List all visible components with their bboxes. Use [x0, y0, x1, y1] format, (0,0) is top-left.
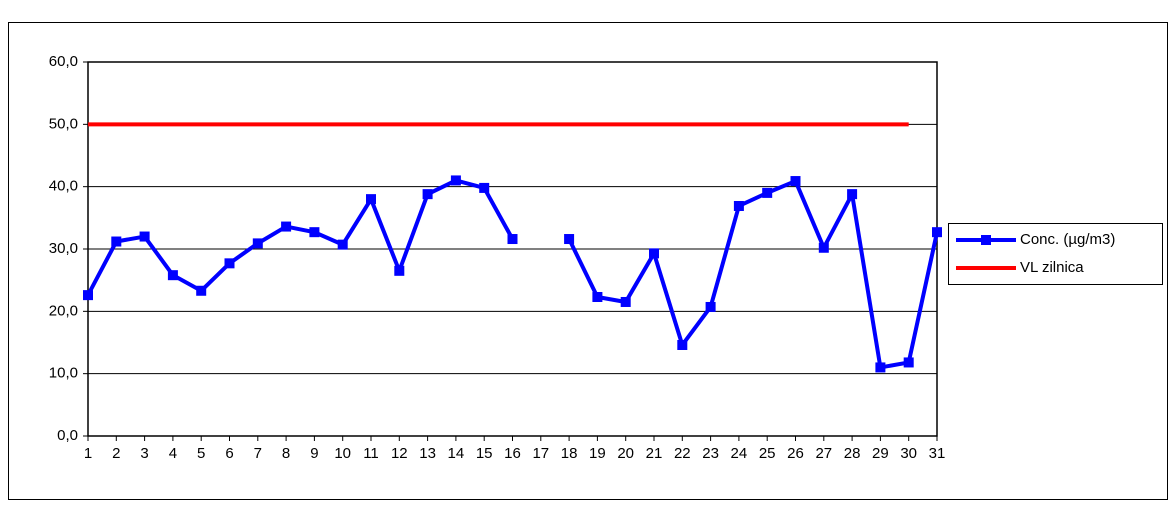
x-tick-label: 18: [561, 445, 578, 462]
series-line: [86, 178, 939, 370]
x-tick-label: 7: [254, 445, 262, 462]
marker: [281, 221, 292, 232]
x-tick-label: 10: [334, 445, 351, 462]
marker: [252, 238, 263, 249]
x-tick-label: 6: [225, 445, 233, 462]
y-tick-label: 0,0: [57, 427, 78, 444]
marker: [677, 339, 688, 350]
x-tick-label: 21: [646, 445, 663, 462]
marker: [309, 227, 320, 238]
x-tick-label: 30: [900, 445, 917, 462]
y-tick-label: 50,0: [49, 115, 78, 132]
marker: [705, 301, 716, 312]
y-tick-label: 30,0: [49, 240, 78, 257]
x-tick-label: 26: [787, 445, 804, 462]
marker: [564, 234, 575, 245]
marker: [196, 285, 207, 296]
x-tick-label: 5: [197, 445, 205, 462]
legend-label: Conc. (µg/m3): [1020, 231, 1115, 248]
x-tick-label: 2: [112, 445, 120, 462]
marker: [139, 231, 150, 242]
marker: [733, 200, 744, 211]
x-tick-label: 17: [532, 445, 549, 462]
x-tick-label: 15: [476, 445, 493, 462]
marker: [818, 242, 829, 253]
marker: [649, 248, 659, 259]
x-tick-label: 4: [169, 445, 177, 462]
y-tick-label: 60,0: [49, 53, 78, 70]
y-tick-label: 20,0: [49, 302, 78, 319]
marker: [366, 194, 376, 205]
x-tick-label: 16: [504, 445, 521, 462]
x-tick-label: 13: [419, 445, 436, 462]
x-tick-label: 27: [815, 445, 832, 462]
marker: [224, 258, 235, 269]
x-tick-label: 11: [363, 445, 379, 462]
marker: [762, 187, 773, 198]
x-tick-label: 22: [674, 445, 691, 462]
x-tick-label: 29: [872, 445, 889, 462]
marker: [790, 176, 801, 187]
marker: [479, 182, 490, 193]
marker: [450, 175, 461, 186]
x-tick-label: 20: [617, 445, 634, 462]
marker: [592, 291, 603, 302]
marker: [875, 362, 886, 373]
x-tick-label: 14: [448, 445, 465, 462]
marker: [111, 236, 122, 247]
marker: [394, 265, 405, 276]
x-tick-label: 31: [929, 445, 946, 462]
marker: [932, 227, 942, 238]
marker: [620, 296, 631, 307]
marker: [167, 270, 178, 281]
x-tick-label: 24: [731, 445, 748, 462]
y-tick-label: 10,0: [49, 365, 78, 382]
legend-box: [948, 223, 1163, 285]
marker: [83, 290, 93, 301]
x-tick-label: 1: [84, 445, 92, 462]
legend-label: VL zilnica: [1020, 259, 1084, 276]
legend-marker: [981, 235, 991, 245]
x-tick-label: 25: [759, 445, 776, 462]
marker: [422, 189, 433, 200]
x-tick-label: 23: [702, 445, 719, 462]
y-tick-label: 40,0: [49, 178, 78, 195]
x-tick-label: 19: [589, 445, 606, 462]
x-tick-label: 9: [310, 445, 318, 462]
x-tick-label: 3: [140, 445, 148, 462]
x-tick-label: 28: [844, 445, 861, 462]
marker: [337, 239, 348, 250]
marker: [507, 234, 518, 245]
marker: [903, 357, 914, 368]
x-tick-label: 12: [391, 445, 408, 462]
x-tick-label: 8: [282, 445, 290, 462]
marker: [847, 189, 858, 200]
